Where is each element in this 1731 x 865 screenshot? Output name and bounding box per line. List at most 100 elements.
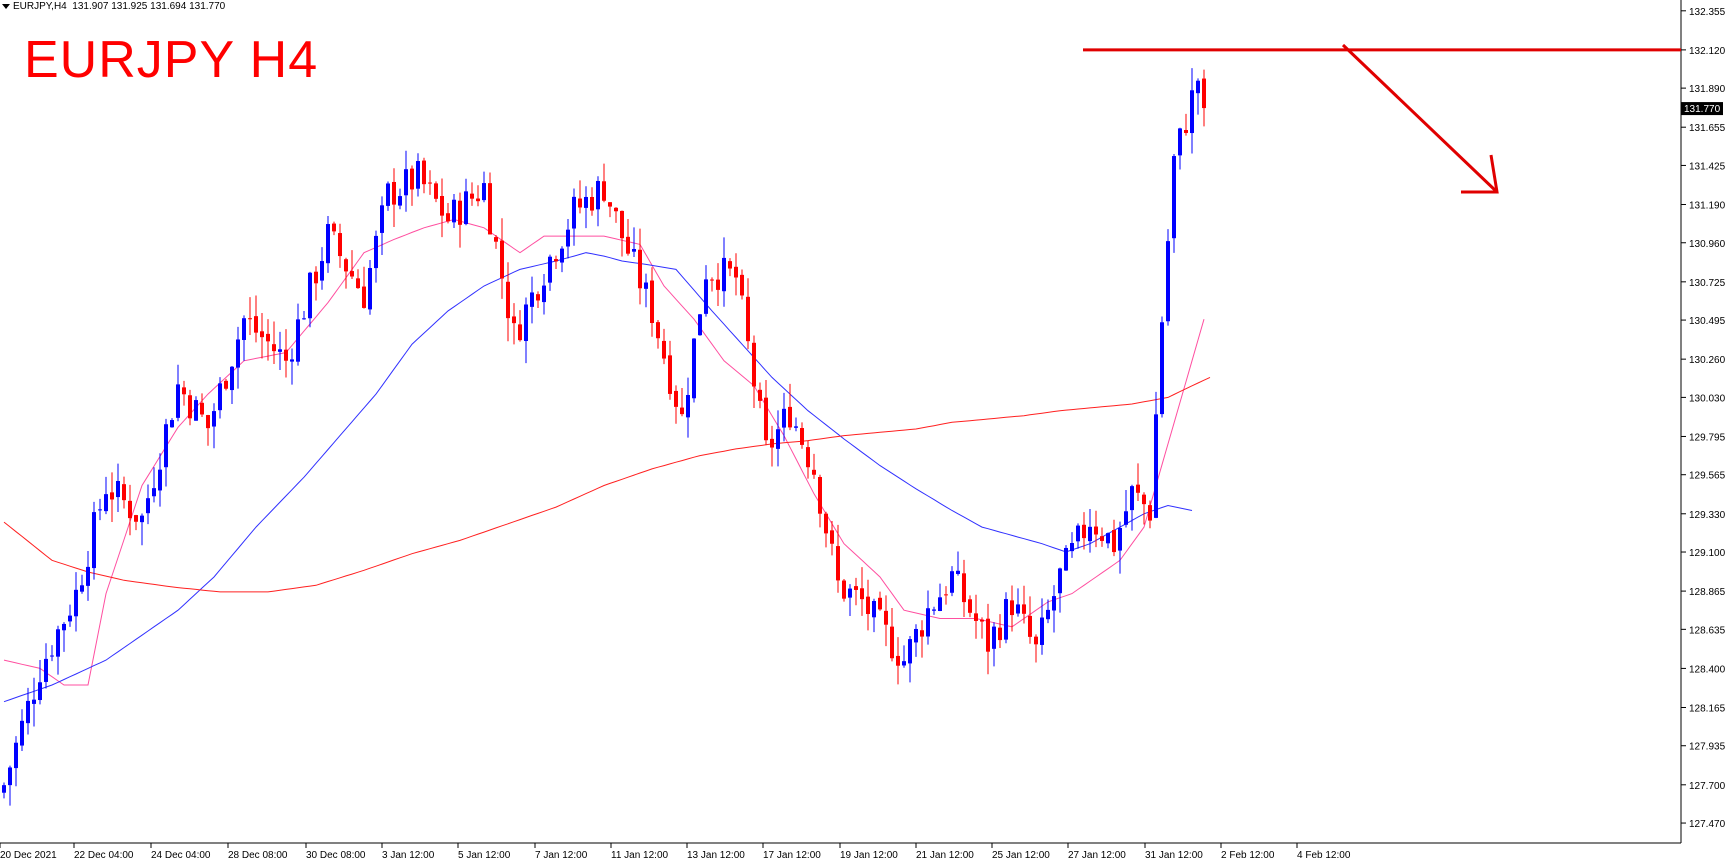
dropdown-triangle-icon[interactable] (2, 3, 10, 9)
time-axis: 20 Dec 2021 22 Dec 04:00 24 Dec 04:00 28 De… (0, 843, 1351, 861)
candle-bull (164, 424, 168, 468)
candle-bear (1142, 494, 1146, 505)
candle-bear (1010, 600, 1014, 616)
candle-bull (50, 655, 54, 657)
candle-bull (308, 272, 312, 319)
x-tick-label: 19 Jan 12:00 (840, 850, 898, 861)
y-tick-label: 131.425 (1689, 161, 1726, 172)
candle-bear (254, 316, 258, 333)
candle-bull (692, 338, 696, 399)
candle-bear (620, 210, 624, 239)
candle-bull (566, 229, 570, 247)
candle-bull (1106, 533, 1110, 544)
candle-bear (1034, 636, 1038, 645)
candle-bear (974, 613, 978, 621)
candle-bull (1052, 596, 1056, 611)
candle-bear (458, 200, 462, 225)
candle-bull (116, 480, 120, 498)
candle-bull (8, 767, 12, 786)
candle-bear (650, 280, 654, 323)
x-tick-label: 2 Feb 12:00 (1221, 850, 1275, 861)
candle-bull (1058, 568, 1062, 594)
candle-bull (104, 494, 108, 512)
candle-bear (968, 599, 972, 613)
candle-bull (236, 339, 240, 368)
candle-bull (1166, 241, 1170, 322)
candle-bear (506, 281, 510, 319)
candle-bear (434, 183, 438, 199)
candle-bear (248, 318, 252, 320)
candle-bear (1148, 505, 1152, 521)
candle-bull (218, 383, 222, 411)
candle-bull (86, 566, 90, 586)
candle-bull (482, 183, 486, 201)
candle-bull (374, 235, 378, 269)
ohlc-values: 131.907 131.925 131.694 131.770 (72, 1, 226, 12)
candle-bull (242, 318, 246, 340)
candle-bear (188, 395, 192, 419)
candle-bull (950, 571, 954, 593)
y-tick-label: 129.795 (1689, 432, 1726, 443)
candle-bull (1124, 511, 1128, 525)
x-tick-label: 11 Jan 12:00 (611, 850, 669, 861)
x-tick-label: 7 Jan 12:00 (535, 850, 588, 861)
candle-bull (530, 292, 534, 307)
candle-bear (998, 627, 1002, 641)
y-tick-label: 129.100 (1689, 548, 1726, 559)
candle-bear (944, 594, 948, 596)
x-tick-label: 20 Dec 2021 (0, 850, 57, 861)
candle-bear (680, 407, 684, 415)
candle-bear (536, 294, 540, 301)
candle-bear (410, 168, 414, 190)
candle-bull (596, 180, 600, 210)
candle-bull (794, 426, 798, 428)
candle-bear (206, 415, 210, 429)
candle-bear (422, 160, 426, 185)
candle-bear (266, 333, 270, 342)
candle-bull (914, 628, 918, 643)
candle-bear (440, 196, 444, 216)
candle-bear (332, 223, 336, 232)
candle-bull (416, 161, 420, 189)
candle-bear (488, 183, 492, 235)
candle-bull (1172, 156, 1176, 239)
candle-bull (212, 411, 216, 427)
candle-bull (1178, 128, 1182, 156)
x-tick-label: 28 Dec 08:00 (228, 850, 288, 861)
candle-bear (362, 286, 366, 308)
y-tick-label: 130.495 (1689, 316, 1726, 327)
candle-bull (926, 608, 930, 637)
candle-bear (866, 596, 870, 615)
x-tick-label: 17 Jan 12:00 (763, 850, 821, 861)
candle-bull (1088, 526, 1092, 542)
y-tick-label: 132.120 (1689, 46, 1726, 57)
candle-bull (230, 366, 234, 391)
candle-bull (524, 304, 528, 342)
candle-bear (764, 397, 768, 441)
candle-bear (338, 233, 342, 257)
candle-bear (1094, 526, 1098, 535)
candle-bear (812, 469, 816, 475)
y-tick-label: 132.355 (1689, 7, 1726, 18)
candle-bear (608, 202, 612, 207)
candle-bear (824, 513, 828, 534)
candle-bear (428, 182, 432, 184)
candle-bear (656, 322, 660, 339)
candle-bull (464, 191, 468, 225)
candle-bear (314, 271, 318, 284)
candle-bull (1070, 543, 1074, 552)
candle-bear (734, 266, 738, 278)
candle-bull (302, 318, 306, 320)
candle-bear (800, 428, 804, 445)
y-tick-label: 131.655 (1689, 123, 1726, 134)
candle-bear (350, 271, 354, 277)
candle-bear (896, 655, 900, 666)
y-tick-label: 127.470 (1689, 819, 1726, 830)
candle-bear (200, 402, 204, 415)
y-tick-label: 128.865 (1689, 587, 1726, 598)
candle-bear (890, 626, 894, 659)
candle-bull (326, 224, 330, 264)
candle-bear (752, 342, 756, 387)
candle-bear (470, 193, 474, 199)
